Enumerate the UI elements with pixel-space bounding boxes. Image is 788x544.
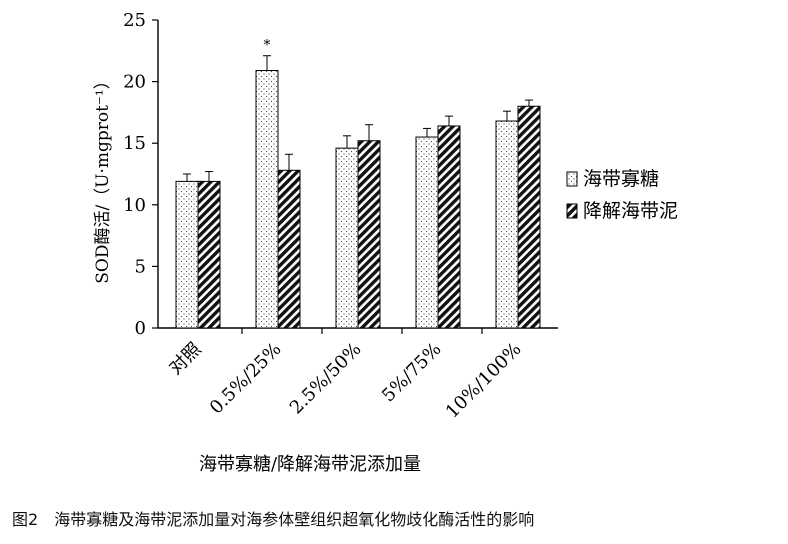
y-ticks: 0 5 10 15 20 25 xyxy=(123,10,158,339)
y-tick-label: 20 xyxy=(123,72,146,93)
bar xyxy=(495,120,519,329)
y-tick-label: 10 xyxy=(123,195,146,216)
legend-label: 降解海带泥 xyxy=(583,200,678,222)
significance-marks: * xyxy=(264,38,271,54)
bar xyxy=(357,140,381,329)
figure-caption-text: 海带寡糖及海带泥添加量对海参体壁组织超氧化物歧化酶活性的影响 xyxy=(54,510,535,529)
x-axis-label: 海带寡糖/降解海带泥添加量 xyxy=(199,454,421,475)
bars xyxy=(175,70,541,329)
figure-caption: 图2 海带寡糖及海带泥添加量对海参体壁组织超氧化物歧化酶活性的影响 xyxy=(12,506,782,530)
bar xyxy=(415,136,439,329)
bar xyxy=(335,147,359,329)
y-tick-label: 15 xyxy=(123,133,146,154)
x-tick-label: 0.5%/25% xyxy=(206,339,286,419)
x-tick-label: 对照 xyxy=(165,339,205,379)
legend-swatch xyxy=(566,171,578,187)
error-bars xyxy=(183,55,533,182)
x-tick-label: 2.5%/50% xyxy=(286,339,366,419)
x-ticks xyxy=(241,328,483,334)
figure-number: 图2 xyxy=(12,510,39,529)
y-tick-label: 25 xyxy=(123,10,146,31)
legend-label: 海带寡糖 xyxy=(583,168,659,190)
bar xyxy=(277,169,301,329)
y-tick-label: 0 xyxy=(135,318,146,339)
x-tick-label: 5%/75% xyxy=(378,339,446,407)
significance-label: * xyxy=(264,38,271,54)
y-tick-label: 5 xyxy=(135,256,146,277)
y-axis-label: SOD酶活/（U·mgprot⁻¹） xyxy=(93,72,113,284)
bar xyxy=(175,180,199,329)
bar xyxy=(517,105,541,329)
category-labels: 对照 0.5%/25% 2.5%/50% 5%/75%10%/100% xyxy=(165,339,525,423)
x-tick-label: 10%/100% xyxy=(442,339,526,423)
legend-swatch xyxy=(566,203,578,219)
bar xyxy=(197,180,221,329)
bar xyxy=(437,125,461,329)
bar xyxy=(255,70,279,329)
